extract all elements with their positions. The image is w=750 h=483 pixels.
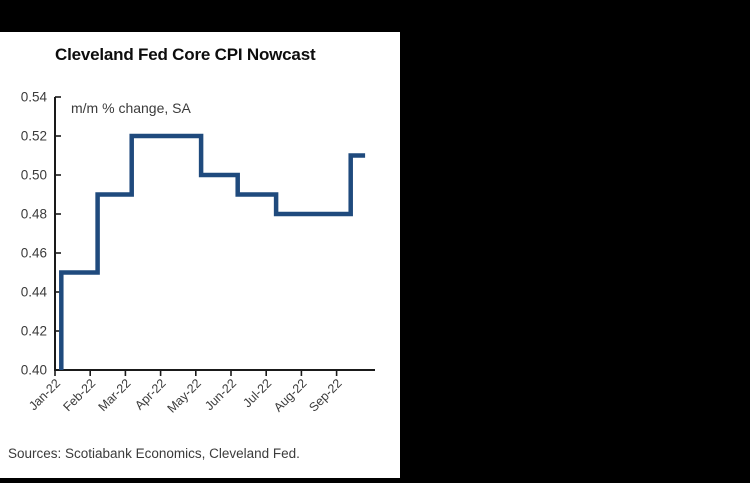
- x-tick-label: Feb-22: [60, 376, 98, 414]
- x-tick-label: Jul-22: [240, 376, 274, 410]
- y-tick-label: 0.54: [21, 90, 48, 105]
- y-tick-labels: 0.40 0.42 0.44 0.46 0.48 0.50 0.52 0.54: [21, 90, 48, 378]
- chart-title: Cleveland Fed Core CPI Nowcast: [55, 45, 316, 64]
- y-tick-label: 0.46: [21, 246, 47, 261]
- x-tick-label: Apr-22: [132, 376, 168, 412]
- nowcast-step-chart: 0.40 0.42 0.44 0.46 0.48 0.50 0.52 0.54 Jan-22Fe…: [21, 90, 375, 416]
- y-tick-label: 0.40: [21, 363, 47, 378]
- x-tick-label: Mar-22: [96, 376, 134, 414]
- chart-units-label: m/m % change, SA: [71, 100, 191, 116]
- nowcast-line: [59, 133, 366, 370]
- x-tick-label: Jan-22: [26, 376, 63, 413]
- x-tick-label: Aug-22: [271, 376, 309, 414]
- y-tick-label: 0.52: [21, 129, 47, 144]
- y-tick-label: 0.42: [21, 324, 47, 339]
- x-tick-label: Sep-22: [306, 376, 344, 414]
- x-tick-label: Jun-22: [202, 376, 239, 413]
- y-tick-label: 0.48: [21, 207, 47, 222]
- y-tick-label: 0.50: [21, 168, 47, 183]
- axis-lines: [54, 97, 375, 371]
- chart-panel: 0.40 0.42 0.44 0.46 0.48 0.50 0.52 0.54 Jan-22 Fe…: [0, 32, 400, 478]
- top-black-bar: [0, 0, 750, 32]
- right-black-panel: [400, 32, 750, 483]
- x-tick-label: May-22: [165, 376, 204, 415]
- y-tick-label: 0.44: [21, 285, 48, 300]
- bottom-black-bar: [0, 478, 750, 483]
- source-note: Sources: Scotiabank Economics, Cleveland…: [8, 446, 300, 461]
- axes: [54, 96, 375, 376]
